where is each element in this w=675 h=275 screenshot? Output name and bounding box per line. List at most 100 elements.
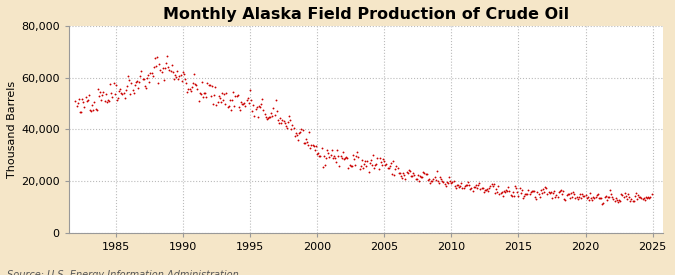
Point [477,186,488,191]
Point [71,104,82,109]
Point [495,191,506,196]
Point [373,167,384,171]
Point [319,154,329,158]
Point [132,78,142,83]
Point [564,192,574,196]
Point [198,94,209,99]
Point [313,151,323,156]
Point [554,190,564,195]
Point [547,191,558,195]
Point [256,102,267,106]
Point [215,100,226,104]
Point [188,80,198,85]
Point [571,195,582,200]
Point [326,148,337,153]
Point [144,80,155,84]
Point [459,184,470,188]
Y-axis label: Thousand Barrels: Thousand Barrels [7,81,17,178]
Point [321,156,331,161]
Point [530,195,541,199]
Point [261,117,272,122]
Point [97,92,108,97]
Point [516,188,527,192]
Text: Source: U.S. Energy Information Administration: Source: U.S. Energy Information Administ… [7,270,238,275]
Point [103,98,113,102]
Point [379,159,389,163]
Point [581,195,592,200]
Point [358,161,369,166]
Point [128,90,139,95]
Point [560,197,571,202]
Point [624,195,634,199]
Point [606,192,617,196]
Point [257,97,268,101]
Point [134,80,144,84]
Point [410,176,421,181]
Point [394,171,405,175]
Point [84,93,95,98]
Point [489,182,500,186]
Point [200,90,211,95]
Point [126,81,137,86]
Point [391,164,402,169]
Point [528,189,539,193]
Point [205,83,215,87]
Point [152,55,163,59]
Point [334,164,345,168]
Point [136,69,147,73]
Point [116,91,127,95]
Point [619,191,630,195]
Point [590,195,601,199]
Point [394,171,404,175]
Point [504,188,515,193]
Point [234,105,244,109]
Point [448,179,459,183]
Point [169,77,180,81]
Point [494,192,505,196]
Point [207,84,217,88]
Point [513,193,524,198]
Point [304,130,315,134]
Point [583,195,593,200]
Point [179,72,190,77]
Point [173,77,184,82]
Point [108,81,119,85]
Point [496,190,507,194]
Point [229,104,240,108]
Point [404,169,415,173]
Point [302,140,313,145]
Point [244,101,254,105]
Point [300,137,311,142]
Point [535,194,545,199]
Point [329,154,340,158]
Point [558,189,568,193]
Point [599,194,610,199]
Point [501,188,512,192]
Point [350,163,360,167]
Point [298,141,309,145]
Point [626,197,637,202]
Point [70,99,81,103]
Point [500,190,510,194]
Point [355,164,366,168]
Point [453,183,464,187]
Point [265,115,275,119]
Point [525,189,536,194]
Point [363,170,374,175]
Point [280,124,291,128]
Point [111,98,122,102]
Point [427,179,437,183]
Point [82,98,93,102]
Point [333,154,344,158]
Point [222,105,233,110]
Point [98,89,109,94]
Point [574,194,585,199]
Point [583,198,594,202]
Point [242,96,253,100]
Point [409,173,420,177]
Point [77,97,88,101]
Point [185,89,196,93]
Point [79,105,90,109]
Point [296,127,307,131]
Point [279,121,290,125]
